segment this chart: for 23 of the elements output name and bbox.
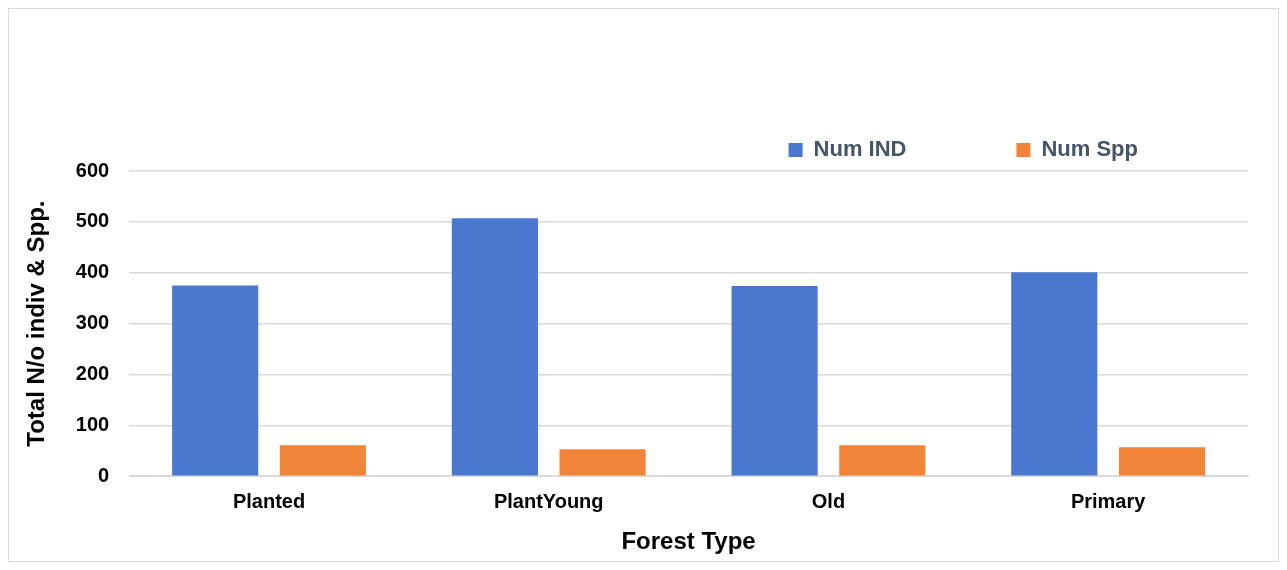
bar	[279, 445, 366, 476]
bar	[559, 449, 646, 476]
bar	[1118, 447, 1206, 476]
y-tick-label: 0	[98, 463, 110, 486]
x-tick-label: Planted	[232, 489, 306, 512]
x-tick-label: Old	[811, 489, 846, 512]
bar	[172, 285, 259, 476]
y-axis-title: Total N/o indiv & Spp.	[22, 200, 50, 447]
legend-label: Num Spp	[1041, 136, 1139, 162]
legend-label: Num IND	[813, 136, 907, 162]
bar	[839, 445, 926, 476]
y-tick-label: 200	[75, 361, 110, 384]
y-tick-label: 600	[75, 158, 110, 181]
x-tick-label: Primary	[1070, 489, 1147, 512]
bar	[451, 218, 538, 476]
x-axis-title: Forest Type	[621, 527, 756, 555]
bar	[1011, 272, 1098, 476]
bar	[731, 285, 818, 476]
y-tick-label: 300	[75, 311, 110, 334]
x-tick-label: PlantYoung	[493, 489, 604, 512]
y-tick-label: 100	[75, 412, 110, 435]
y-tick-label: 400	[75, 260, 110, 283]
y-tick-label: 500	[75, 209, 110, 232]
